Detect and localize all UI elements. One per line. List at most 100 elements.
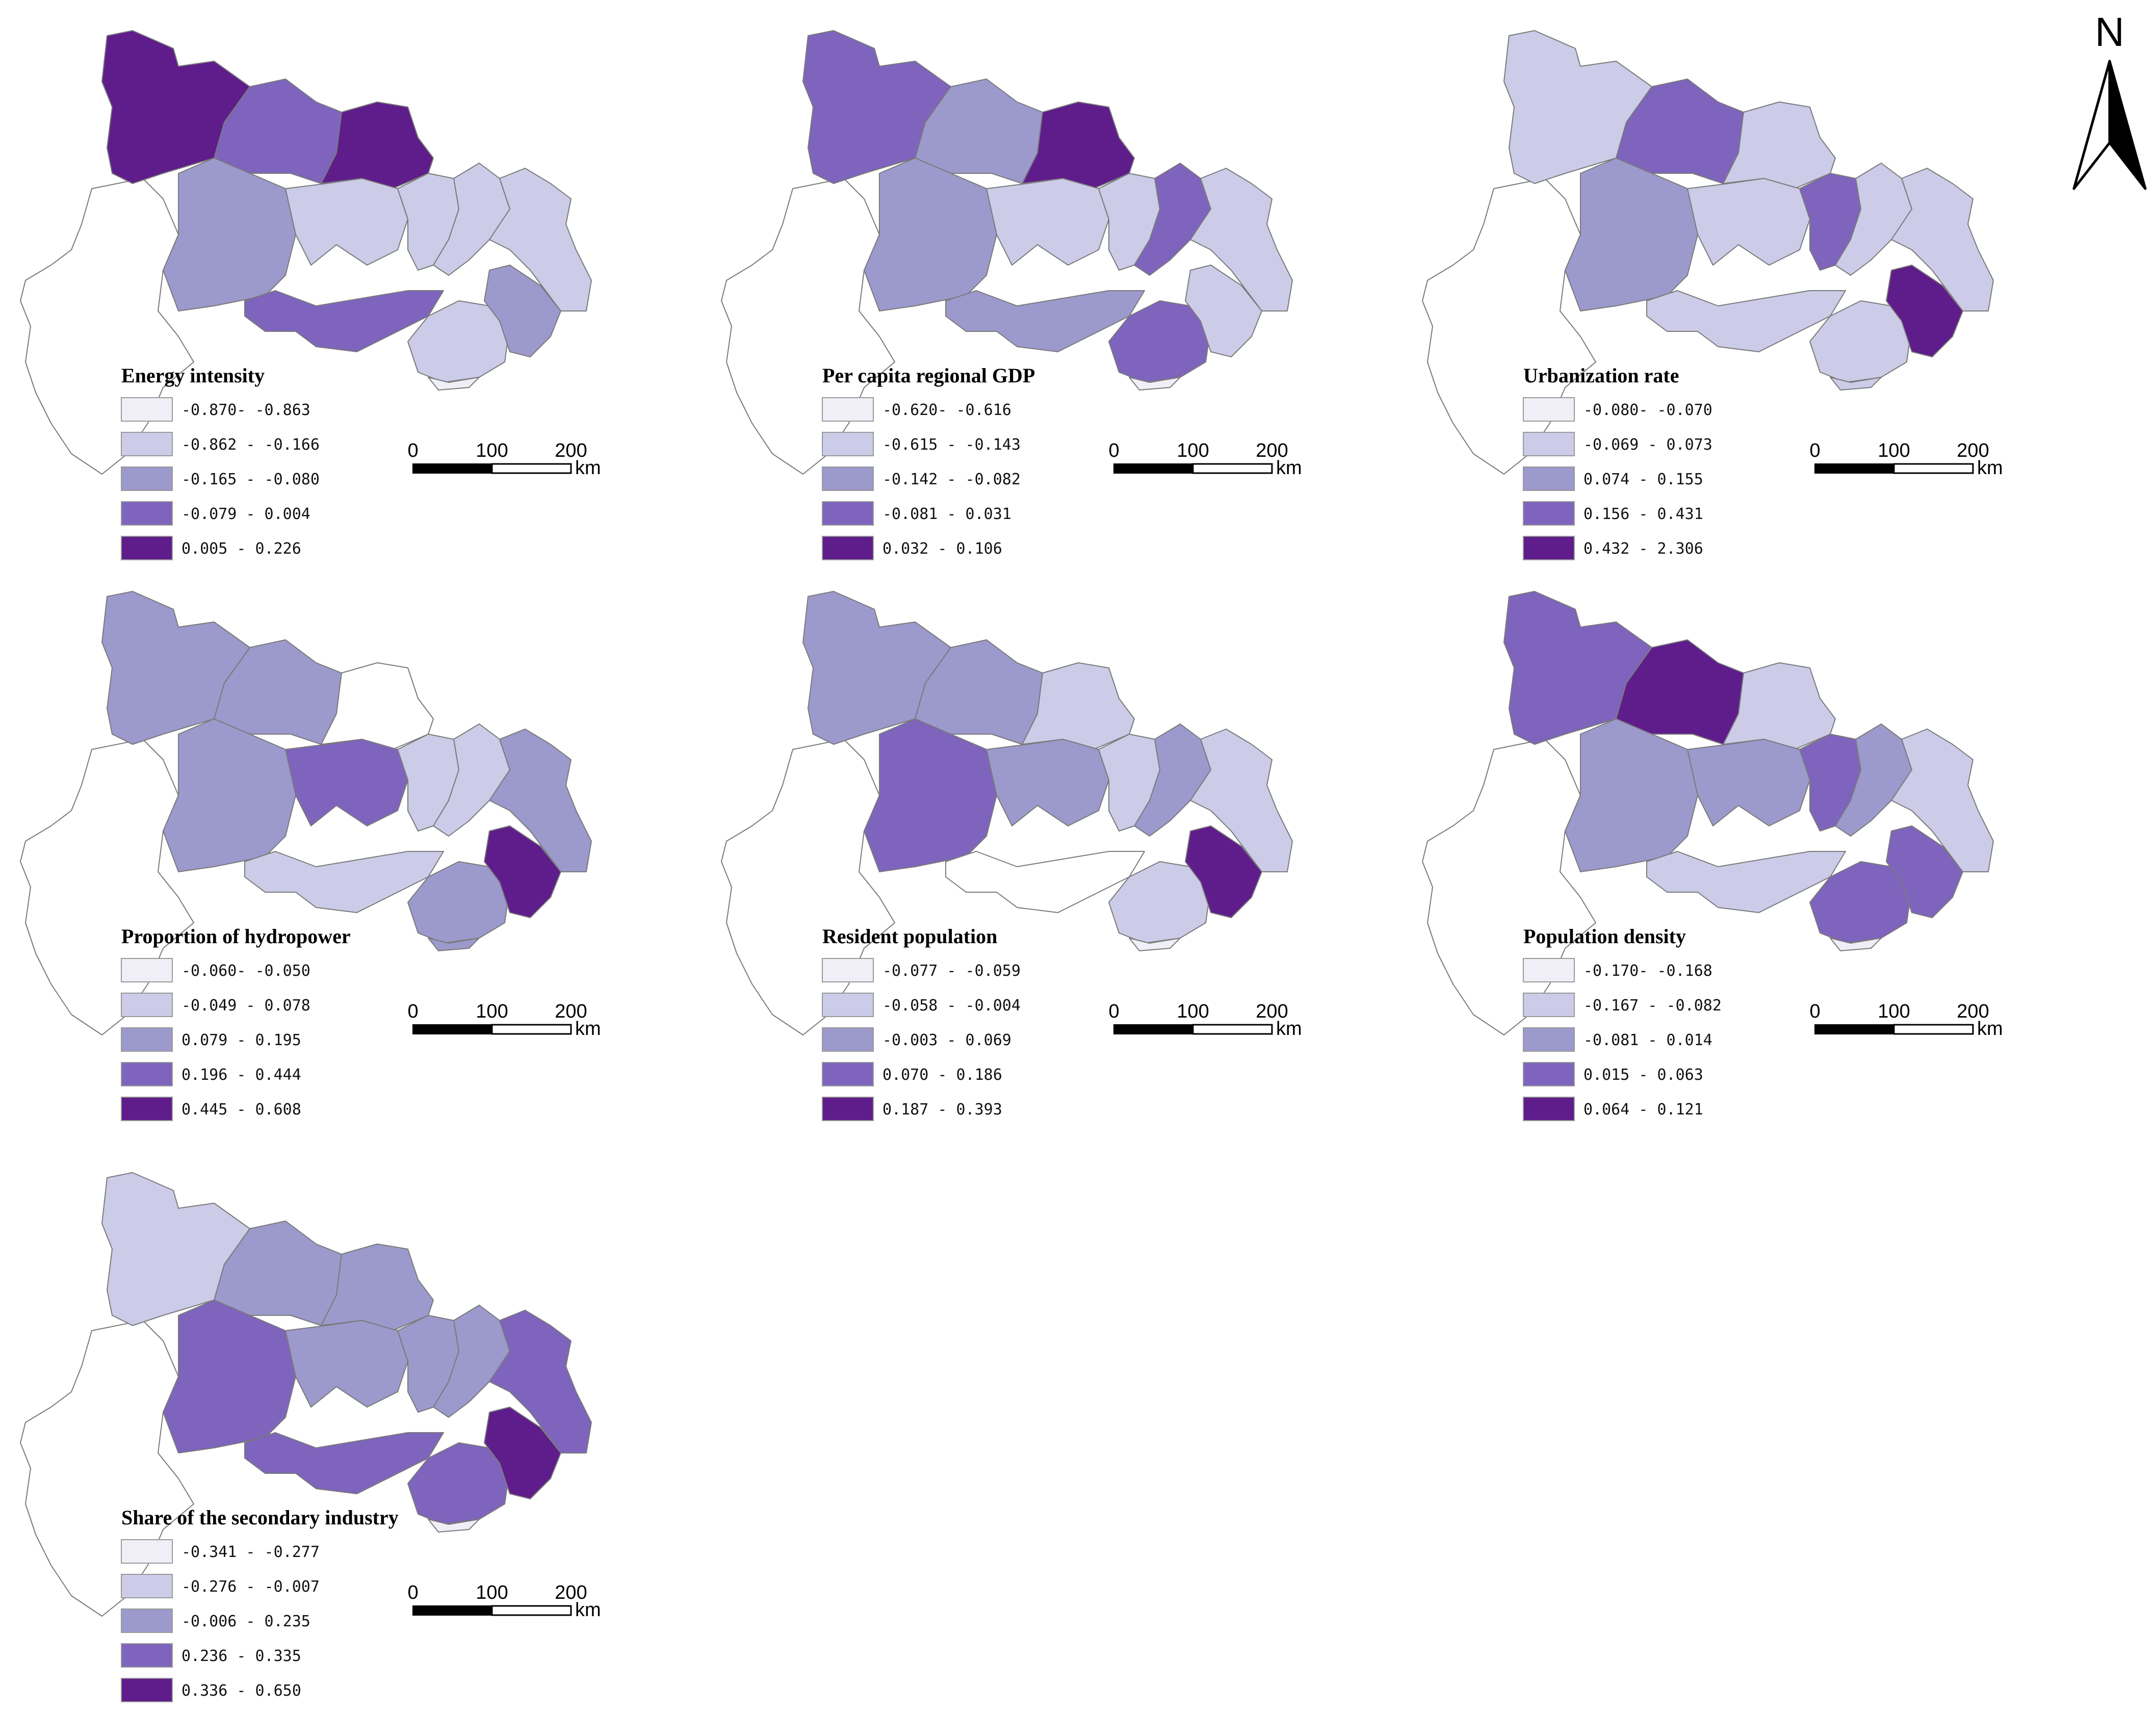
map-title: Urbanization rate [1523,364,1679,387]
legend-label-2: -0.276 - -0.007 [181,1578,320,1596]
scale-tick-label: 100 [476,440,508,461]
scale-tick-label: 100 [1878,440,1910,461]
scale-tick-label: 0 [407,1582,418,1603]
map-region-r12 [1129,938,1181,951]
map-panel-hydropower: Proportion of hydropower -0.060- -0.050 -0… [20,591,601,1121]
legend-label-5: 0.005 - 0.226 [181,540,301,558]
legend-swatch-3 [1523,1027,1575,1052]
map-region-r8 [1190,168,1293,312]
scale-unit-label: km [575,1599,601,1621]
map-panel-energy-intensity: Energy intensity -0.870- -0.863 -0.862 - -… [20,30,601,560]
legend-label-3: -0.142 - -0.082 [882,471,1021,488]
legend-label-2: -0.862 - -0.166 [181,436,320,454]
legend-swatch-1 [121,958,173,982]
legend-label-1: -0.341 - -0.277 [181,1543,320,1561]
map-region-r11 [1886,825,1963,918]
map-region-r11 [1185,825,1262,918]
legend-label-5: 0.336 - 0.650 [181,1682,301,1700]
scale-tick-label: 100 [476,1582,508,1603]
legend-swatch-4 [1523,501,1575,526]
map-title: Energy intensity [121,364,265,387]
legend-label-4: 0.156 - 0.431 [1583,505,1703,523]
maps-layer: Energy intensity -0.870- -0.863 -0.862 - -… [20,30,2003,1702]
legend-swatch-3 [121,466,173,491]
map-region-w [1422,739,1596,1035]
map-region-r4 [163,718,296,872]
map-region-r8 [489,729,592,872]
map-region-r11 [1886,265,1963,357]
map-panel-per-capita-gdp: Per capita regional GDP -0.620- -0.616 -0.… [721,30,1302,560]
legend-swatch-5 [822,1097,874,1121]
map-region-r10 [1108,861,1211,944]
map-region-r9 [244,1432,444,1494]
legend-swatch-5 [121,1678,173,1702]
legend-label-5: 0.032 - 0.106 [882,540,1002,558]
legend-label-3: -0.006 - 0.235 [181,1613,310,1630]
map-region-w [721,178,895,475]
map-region-w [20,1320,194,1617]
legend-label-4: 0.236 - 0.335 [181,1647,301,1665]
map-region-r11 [484,1407,561,1499]
map-region-w [20,739,194,1035]
scale-tick-label: 100 [476,1001,508,1022]
legend-swatch-4 [121,501,173,526]
legend-label-5: 0.445 - 0.608 [181,1101,301,1119]
scale-unit-label: km [1977,1018,2003,1040]
map-title: Population density [1523,925,1686,948]
legend-swatch-4 [1523,1062,1575,1086]
map-region-r9 [1646,851,1846,913]
map-region-r9 [1646,290,1846,352]
map-region-r10 [1809,861,1912,944]
map-region-r11 [1185,265,1262,357]
scale-tick-label: 0 [1809,1001,1820,1022]
legend-swatch-3 [121,1608,173,1633]
legend-swatch-2 [1523,993,1575,1017]
map-region-r8 [489,1310,592,1454]
map-title: Proportion of hydropower [121,925,351,948]
map-region-r7 [1134,723,1211,837]
legend-swatch-4 [822,1062,874,1086]
legend-label-3: 0.079 - 0.195 [181,1031,301,1049]
legend-swatch-5 [1523,536,1575,560]
scale-unit-label: km [575,457,601,479]
legend-swatch-5 [121,1097,173,1121]
legend-swatch-5 [1523,1097,1575,1121]
north-arrow-icon: N [2072,9,2147,190]
legend-swatch-4 [121,1643,173,1668]
map-region-r10 [407,300,510,383]
north-arrow-label: N [2095,9,2124,55]
scale-unit-label: km [575,1018,601,1040]
scale-tick-label: 0 [407,440,418,461]
legend-swatch-5 [121,536,173,560]
map-region-r4 [864,158,997,312]
legend-label-4: 0.196 - 0.444 [181,1066,301,1084]
map-region-r8 [1891,168,1994,312]
map-region-w [721,739,895,1035]
map-region-r7 [1835,163,1912,276]
legend-label-2: -0.167 - -0.082 [1583,997,1722,1015]
legend-label-4: 0.070 - 0.186 [882,1066,1002,1084]
legend-label-5: 0.432 - 2.306 [1583,540,1703,558]
legend-swatch-1 [822,397,874,422]
map-region-r5 [1687,739,1810,826]
map-region-r5 [1687,178,1810,266]
map-region-r4 [1565,718,1698,872]
legend-label-4: 0.015 - 0.063 [1583,1066,1703,1084]
legend-swatch-2 [822,993,874,1017]
scale-tick-label: 200 [1957,440,1989,461]
map-region-r11 [484,265,561,357]
map-region-r7 [433,163,510,276]
map-region-w [1422,178,1596,475]
scale-tick-label: 0 [1108,440,1119,461]
scale-tick-label: 100 [1177,1001,1209,1022]
map-region-r7 [433,723,510,837]
legend-swatch-3 [121,1027,173,1052]
map-region-r7 [1835,723,1912,837]
scale-tick-label: 200 [1256,1001,1288,1022]
legend-label-3: 0.074 - 0.155 [1583,471,1703,488]
scale-tick-label: 100 [1177,440,1209,461]
